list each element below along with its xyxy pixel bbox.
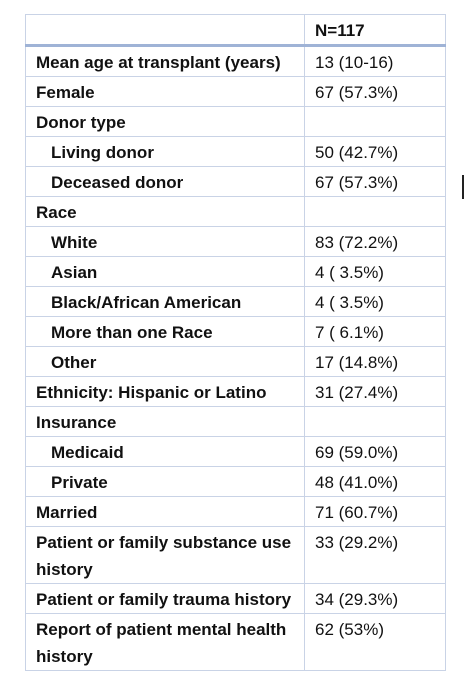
row-label: Private: [25, 466, 305, 497]
row-value: 50 (42.7%): [304, 136, 446, 167]
row-label: Insurance: [25, 406, 305, 437]
table-row: Ethnicity: Hispanic or Latino 31 (27.4%): [25, 376, 446, 407]
row-label: Medicaid: [25, 436, 305, 467]
row-label: White: [25, 226, 305, 257]
row-value: 33 (29.2%): [304, 526, 446, 584]
row-value: 4 ( 3.5%): [304, 256, 446, 287]
row-value: [304, 406, 446, 437]
row-value: 48 (41.0%): [304, 466, 446, 497]
table-row: Female 67 (57.3%): [25, 76, 446, 107]
table-container: N=117 Mean age at transplant (years) 13 (…: [25, 14, 446, 671]
row-label: Ethnicity: Hispanic or Latino: [25, 376, 305, 407]
row-value: 62 (53%): [304, 613, 446, 671]
table-row: Patient or family trauma history 34 (29.3…: [25, 583, 446, 614]
table-row: Insurance: [25, 406, 446, 437]
row-label: Black/African American: [25, 286, 305, 317]
row-label: Donor type: [25, 106, 305, 137]
table-row: Medicaid 69 (59.0%): [25, 436, 446, 467]
row-value: 69 (59.0%): [304, 436, 446, 467]
row-value: 67 (57.3%): [304, 166, 446, 197]
table-row: Race: [25, 196, 446, 227]
header-row: N=117: [25, 14, 446, 47]
header-cell: [25, 14, 305, 47]
row-value: 7 ( 6.1%): [304, 316, 446, 347]
row-value: 71 (60.7%): [304, 496, 446, 527]
table-row: Patient or family substance use history 3…: [25, 526, 446, 584]
row-value: 17 (14.8%): [304, 346, 446, 377]
table-body: Mean age at transplant (years) 13 (10-16)…: [25, 45, 446, 671]
row-value: 13 (10-16): [304, 45, 446, 77]
table-row: Other 17 (14.8%): [25, 346, 446, 377]
table-row: Asian 4 ( 3.5%): [25, 256, 446, 287]
table-row: Donor type: [25, 106, 446, 137]
row-value: 83 (72.2%): [304, 226, 446, 257]
row-value: 67 (57.3%): [304, 76, 446, 107]
table-row: Mean age at transplant (years) 13 (10-16): [25, 45, 446, 77]
row-value: [304, 196, 446, 227]
row-label: Mean age at transplant (years): [25, 45, 305, 77]
table-row: Deceased donor 67 (57.3%): [25, 166, 446, 197]
row-label: Asian: [25, 256, 305, 287]
row-label: Patient or family substance use history: [25, 526, 305, 584]
row-label: Living donor: [25, 136, 305, 167]
table-row: More than one Race 7 ( 6.1%): [25, 316, 446, 347]
row-label: Other: [25, 346, 305, 377]
row-label: More than one Race: [25, 316, 305, 347]
row-label: Deceased donor: [25, 166, 305, 197]
table-row: Black/African American 4 ( 3.5%): [25, 286, 446, 317]
text-cursor: [462, 175, 464, 199]
row-label: Report of patient mental health history: [25, 613, 305, 671]
row-label: Female: [25, 76, 305, 107]
row-label: Patient or family trauma history: [25, 583, 305, 614]
row-value: 34 (29.3%): [304, 583, 446, 614]
table-row: Living donor 50 (42.7%): [25, 136, 446, 167]
demographics-table: N=117 Mean age at transplant (years) 13 (…: [25, 14, 446, 671]
row-label: Married: [25, 496, 305, 527]
table-row: Report of patient mental health history 6…: [25, 613, 446, 671]
table-row: White 83 (72.2%): [25, 226, 446, 257]
row-value: 31 (27.4%): [304, 376, 446, 407]
header-cell: N=117: [304, 14, 446, 47]
table-row: Married 71 (60.7%): [25, 496, 446, 527]
row-label: Race: [25, 196, 305, 227]
row-value: 4 ( 3.5%): [304, 286, 446, 317]
row-value: [304, 106, 446, 137]
table-row: Private 48 (41.0%): [25, 466, 446, 497]
